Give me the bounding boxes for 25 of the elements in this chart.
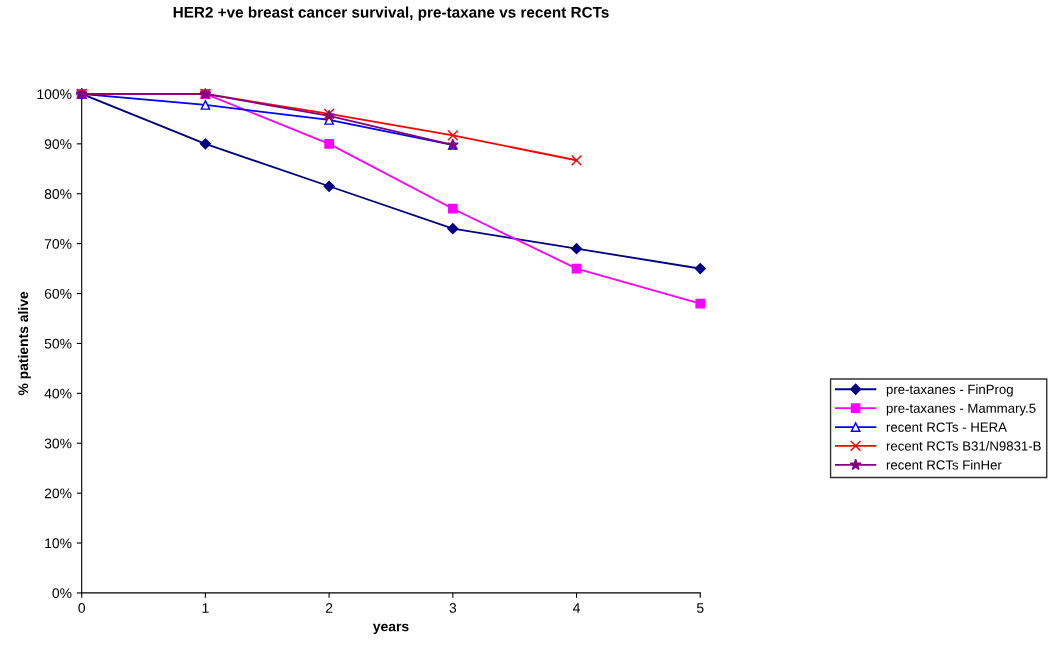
y-tick-label: 30% (44, 438, 72, 449)
x-tick-label: 3 (449, 603, 457, 613)
x-tick-label: 0 (78, 603, 86, 613)
chart-title: HER2 +ve breast cancer survival, pre-taxane vs recent RCTs (173, 6, 609, 21)
x-tick-label: 5 (696, 603, 704, 613)
y-tick-label: 60% (44, 288, 72, 299)
x-tick-label: 4 (573, 603, 580, 613)
y-tick-label: 10% (45, 538, 72, 549)
legend-label: pre-taxanes - FinProg (886, 384, 1013, 397)
y-tick-label: 20% (44, 488, 72, 499)
legend-label: recent RCTs B31/N9831-B (886, 441, 1041, 451)
y-tick-label: 80% (44, 189, 72, 199)
legend-label: pre-taxanes - Mammary.5 (886, 403, 1036, 416)
y-tick-label: 70% (44, 238, 72, 249)
x-tick-label: 2 (325, 603, 333, 613)
y-tick-label: 0% (52, 588, 72, 599)
x-axis-title: years (372, 623, 409, 635)
y-tick-label: 90% (44, 139, 72, 150)
legend-label: recent RCTs - HERA (886, 422, 1007, 432)
y-axis-title: % patients alive (17, 291, 31, 396)
legend-label: recent RCTs FinHer (886, 459, 1002, 470)
x-tick-label: 1 (202, 603, 209, 613)
y-tick-label: 100% (37, 89, 72, 100)
y-tick-label: 50% (44, 338, 72, 349)
y-tick-label: 40% (44, 388, 72, 399)
